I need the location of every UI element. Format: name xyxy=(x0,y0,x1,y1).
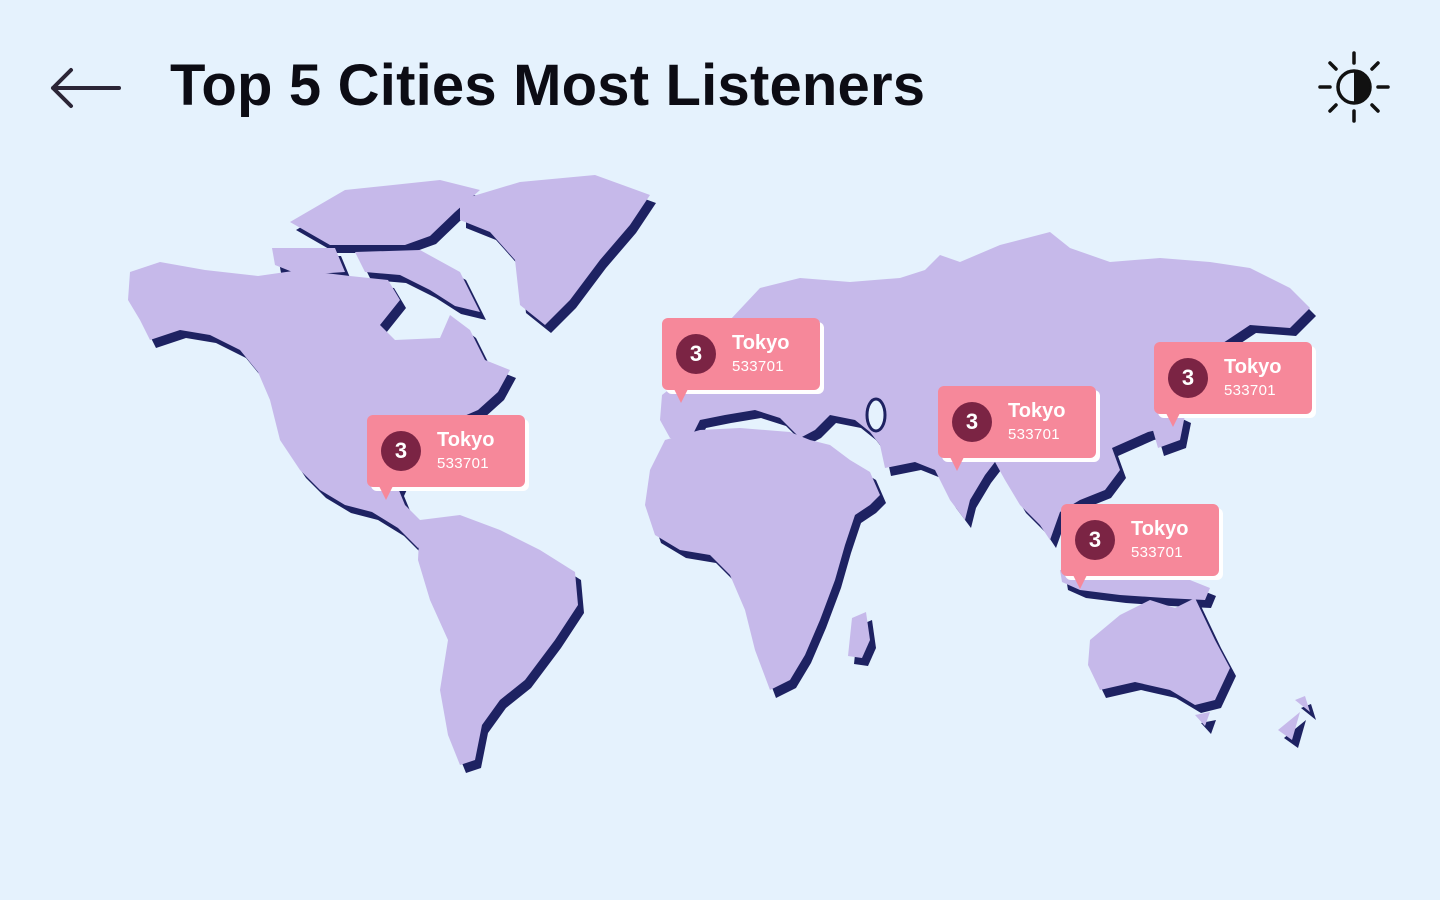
listener-count: 533701 xyxy=(1131,544,1183,561)
marker-pointer xyxy=(950,457,964,471)
city-name: Tokyo xyxy=(1131,518,1189,540)
city-name: Tokyo xyxy=(437,429,495,451)
city-name: Tokyo xyxy=(1224,356,1282,378)
marker-pointer xyxy=(1166,413,1180,427)
rank-badge: 3 xyxy=(381,431,421,471)
back-button[interactable] xyxy=(44,58,126,118)
marker-pointer xyxy=(1073,575,1087,589)
rank-badge: 3 xyxy=(952,402,992,442)
listener-count: 533701 xyxy=(732,358,784,375)
rank-badge: 3 xyxy=(676,334,716,374)
marker-pointer xyxy=(379,486,393,500)
city-marker[interactable]: 3 Tokyo 533701 xyxy=(1154,342,1312,427)
listener-count: 533701 xyxy=(437,455,489,472)
caspian-sea xyxy=(865,397,887,433)
marker-pointer xyxy=(674,389,688,403)
arrow-left-icon xyxy=(51,68,121,108)
city-name: Tokyo xyxy=(1008,400,1066,422)
city-marker[interactable]: 3 Tokyo 533701 xyxy=(662,318,820,403)
city-marker[interactable]: 3 Tokyo 533701 xyxy=(367,415,525,500)
city-name: Tokyo xyxy=(732,332,790,354)
city-marker[interactable]: 3 Tokyo 533701 xyxy=(938,386,1096,471)
header: Top 5 Cities Most Listeners xyxy=(0,0,1440,170)
map-land xyxy=(128,175,1310,765)
rank-badge: 3 xyxy=(1168,358,1208,398)
city-marker[interactable]: 3 Tokyo 533701 xyxy=(1061,504,1219,589)
page-title: Top 5 Cities Most Listeners xyxy=(170,53,926,118)
listener-count: 533701 xyxy=(1224,382,1276,399)
rank-badge: 3 xyxy=(1075,520,1115,560)
theme-toggle-button[interactable] xyxy=(1312,48,1396,126)
listener-count: 533701 xyxy=(1008,426,1060,443)
contrast-sun-icon xyxy=(1318,51,1390,123)
